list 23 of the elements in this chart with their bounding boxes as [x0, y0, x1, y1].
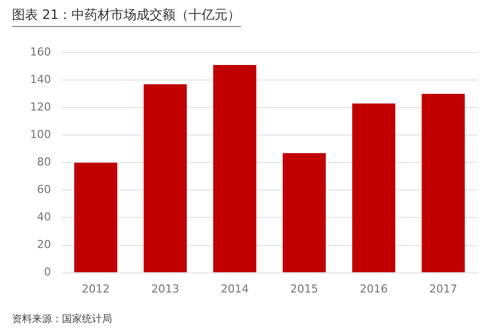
y-tick-label: 40 [36, 210, 51, 224]
bar [74, 162, 118, 272]
x-tick-label: 2017 [429, 282, 458, 296]
y-tick-label: 140 [30, 72, 51, 86]
bar [213, 64, 256, 272]
x-tick-label: 2012 [82, 282, 110, 296]
bar [352, 104, 396, 272]
y-tick-label: 100 [30, 128, 51, 142]
x-tick-label: 2014 [220, 282, 249, 296]
y-tick-label: 160 [30, 45, 51, 58]
y-tick-label: 60 [36, 183, 51, 196]
chart-title: 图表 21：中药材市场成交额（十亿元） [12, 6, 241, 27]
x-tick-label: 2015 [290, 282, 318, 296]
bar [422, 94, 465, 272]
y-tick-label: 0 [44, 266, 51, 279]
y-tick-label: 80 [36, 156, 51, 169]
text: 资料来源：国家统计局 [12, 312, 112, 326]
x-tick-label: 2013 [151, 282, 180, 296]
bar [144, 84, 187, 272]
y-tick-label: 20 [36, 238, 51, 252]
x-tick-label: 2016 [360, 282, 388, 296]
y-tick-label: 120 [30, 100, 51, 114]
bar [282, 153, 326, 272]
